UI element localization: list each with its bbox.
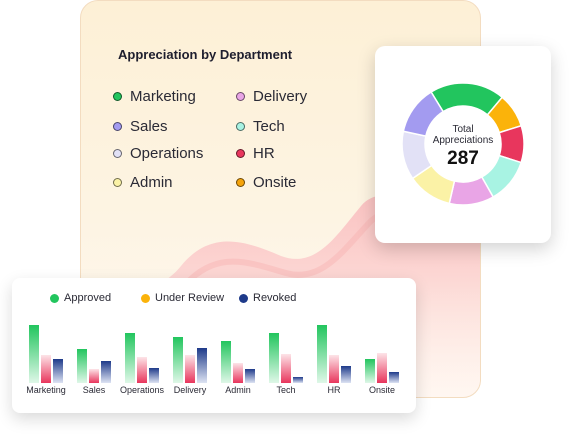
bar-hr-under-review [329,355,339,383]
bar-sales-revoked [101,361,111,383]
legend-label: Operations [130,145,204,162]
donut-total-value: 287 [447,148,479,169]
bar-tech-revoked [293,377,303,383]
legend-item-hr: HR [236,145,275,162]
bar-sales-under-review [89,369,99,383]
legend-item-onsite: Onsite [236,174,296,191]
legend-label: Marketing [130,88,196,105]
bar-chart: Marketing Sales Operations Delivery Admin Tec… [26,325,399,395]
bar-operations-under-review [137,357,147,383]
legend-dot [236,122,245,131]
bar-marketing-revoked [53,359,63,383]
donut-chart [401,82,525,206]
legend-item-admin: Admin [113,174,173,191]
category-label-tech: Tech [276,385,295,395]
category-label-sales: Sales [83,385,106,395]
donut-label-line1: Total [452,124,474,135]
legend-item-delivery: Delivery [236,88,307,105]
legend-dot [236,178,245,187]
bar-operations-approved [125,333,135,383]
legend-label: Admin [130,174,173,191]
category-label-admin: Admin [225,385,251,395]
bar-marketing-approved [29,325,39,383]
category-label-hr: HR [328,385,341,395]
legend-label: Under Review [155,292,225,304]
donut-card: Total Appreciations 287 [375,46,551,243]
legend-dot [236,149,245,158]
legend-dot [239,293,248,303]
legend-dot [113,178,122,187]
category-label-operations: Operations [120,385,165,395]
bar-onsite-revoked [389,372,399,383]
legend-item-operations: Operations [113,145,203,162]
legend-label: Delivery [253,88,308,105]
bar-legend-approved: Approved [50,292,111,304]
legend-label: HR [253,145,275,162]
legend-item-marketing: Marketing [113,88,196,105]
bar-legend-under-review: Under Review [141,292,224,304]
category-label-marketing: Marketing [26,385,66,395]
legend-item-tech: Tech [236,118,285,135]
bar-onsite-approved [365,359,375,383]
bar-marketing-under-review [41,355,51,383]
donut-label-line2: Appreciations [432,135,494,146]
legend-label: Approved [64,292,112,304]
legend-dot [113,92,122,101]
bar-delivery-revoked [197,348,207,383]
category-label-delivery: Delivery [174,385,207,395]
legend-dot [50,293,59,303]
bar-hr-approved [317,325,327,383]
legend-label: Revoked [253,292,297,304]
card-title: Appreciation by Department [118,47,293,62]
legend-item-sales: Sales [113,118,168,135]
bar-admin-revoked [245,369,255,383]
legend-label: Onsite [253,174,297,191]
bar-hr-revoked [341,366,351,383]
bar-tech-approved [269,333,279,383]
bar-onsite-under-review [377,353,387,383]
bar-tech-under-review [281,354,291,383]
legend-dot [113,122,122,131]
donut-segment-sales [402,90,445,137]
bar-delivery-under-review [185,355,195,383]
legend-dot [141,293,150,303]
bar-admin-approved [221,341,231,383]
bar-chart-card: Approved Under Review Revoked Marketing S… [12,278,416,413]
legend-label: Tech [253,118,285,135]
bar-delivery-approved [173,337,183,383]
bar-admin-under-review [233,363,243,383]
bar-sales-approved [77,349,87,383]
bar-legend-revoked: Revoked [239,292,296,304]
legend-label: Sales [130,118,168,135]
donut-hole [426,107,500,181]
bar-operations-revoked [149,368,159,383]
category-label-onsite: Onsite [369,385,395,395]
legend-dot [113,149,122,158]
legend-dot [236,92,245,101]
